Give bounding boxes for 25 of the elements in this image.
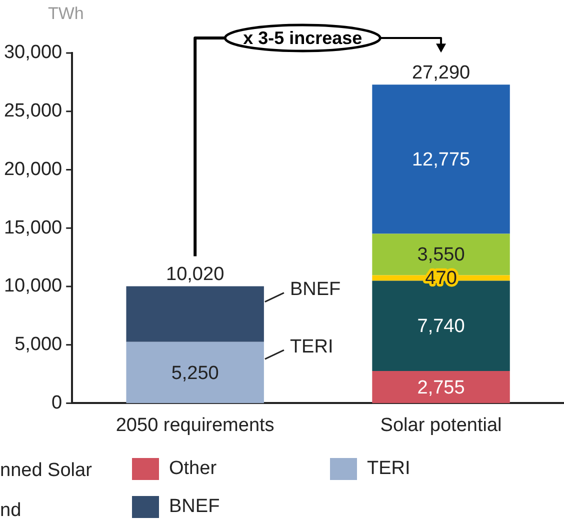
y-tick-label: 5,000 — [14, 334, 62, 356]
y-tick-label: 25,000 — [4, 100, 62, 122]
data-label: 7,740 — [417, 316, 465, 338]
data-label: 3,550 — [417, 244, 465, 266]
y-axis-title: TWh — [48, 4, 84, 24]
annotation: BNEF — [290, 279, 341, 300]
legend-label: TERI — [367, 458, 410, 480]
text: nned Solar — [0, 460, 92, 482]
x-tick-label: Solar potential — [380, 414, 502, 436]
y-tick-label: 15,000 — [4, 217, 62, 238]
y-tick-label: 0 — [52, 392, 62, 414]
total-label: 27,290 — [412, 62, 470, 84]
legend-label: BNEF — [169, 496, 220, 518]
annotation: TERI — [290, 336, 334, 358]
data-label: 5,250 — [171, 362, 219, 384]
y-tick-label: 20,000 — [4, 158, 62, 180]
data-label: 2,755 — [417, 377, 465, 398]
x-tick-label: 2050 requirements — [116, 414, 274, 436]
legend-label: Other — [169, 458, 217, 480]
y-tick-label: 10,000 — [4, 276, 62, 297]
data-label: 12,775 — [412, 149, 470, 170]
y-tick-label: 30,000 — [4, 42, 62, 64]
total-label: 10,020 — [166, 264, 224, 285]
text: nd — [0, 500, 22, 522]
text: x 3-5 increase — [243, 28, 362, 48]
